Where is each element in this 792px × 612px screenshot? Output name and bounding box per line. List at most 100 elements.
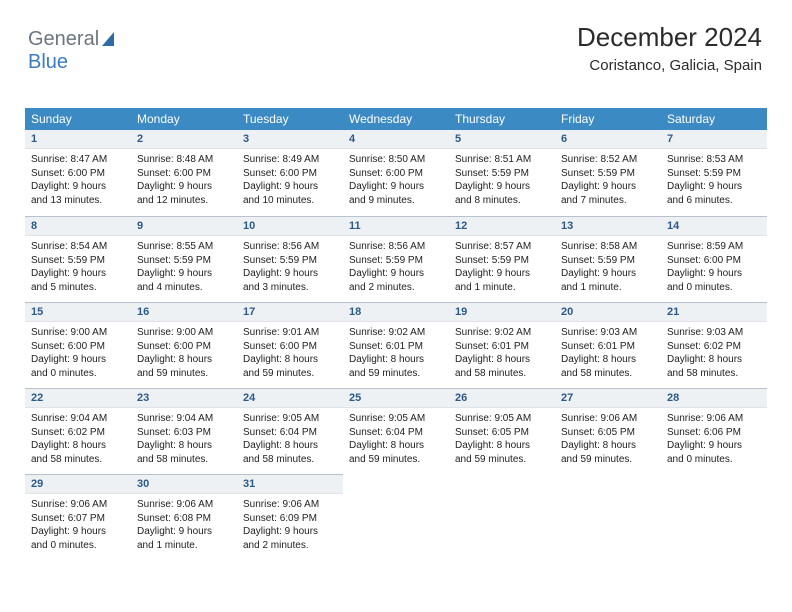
calendar-cell: 5Sunrise: 8:51 AM Sunset: 5:59 PM Daylig… bbox=[449, 130, 555, 216]
calendar-cell: 1Sunrise: 8:47 AM Sunset: 6:00 PM Daylig… bbox=[25, 130, 131, 216]
calendar-cell: 20Sunrise: 9:03 AM Sunset: 6:01 PM Dayli… bbox=[555, 302, 661, 388]
day-number: 27 bbox=[555, 388, 661, 408]
day-number: 21 bbox=[661, 302, 767, 322]
day-number: 6 bbox=[555, 130, 661, 149]
calendar-cell: 30Sunrise: 9:06 AM Sunset: 6:08 PM Dayli… bbox=[131, 474, 237, 560]
day-header-row: SundayMondayTuesdayWednesdayThursdayFrid… bbox=[25, 108, 767, 130]
day-number: 14 bbox=[661, 216, 767, 236]
logo: General Blue bbox=[28, 28, 119, 74]
day-number: 18 bbox=[343, 302, 449, 322]
calendar-week-row: 29Sunrise: 9:06 AM Sunset: 6:07 PM Dayli… bbox=[25, 474, 767, 560]
day-number: 20 bbox=[555, 302, 661, 322]
day-details: Sunrise: 9:05 AM Sunset: 6:04 PM Dayligh… bbox=[343, 408, 449, 470]
calendar-cell: 9Sunrise: 8:55 AM Sunset: 5:59 PM Daylig… bbox=[131, 216, 237, 302]
day-details: Sunrise: 8:52 AM Sunset: 5:59 PM Dayligh… bbox=[555, 149, 661, 211]
calendar-cell: 26Sunrise: 9:05 AM Sunset: 6:05 PM Dayli… bbox=[449, 388, 555, 474]
calendar-week-row: 1Sunrise: 8:47 AM Sunset: 6:00 PM Daylig… bbox=[25, 130, 767, 216]
calendar-cell: 22Sunrise: 9:04 AM Sunset: 6:02 PM Dayli… bbox=[25, 388, 131, 474]
day-number: 15 bbox=[25, 302, 131, 322]
page-header: December 2024 Coristanco, Galicia, Spain bbox=[577, 22, 762, 74]
calendar-cell: 24Sunrise: 9:05 AM Sunset: 6:04 PM Dayli… bbox=[237, 388, 343, 474]
day-number: 25 bbox=[343, 388, 449, 408]
calendar-cell: 2Sunrise: 8:48 AM Sunset: 6:00 PM Daylig… bbox=[131, 130, 237, 216]
day-number: 19 bbox=[449, 302, 555, 322]
day-details: Sunrise: 9:00 AM Sunset: 6:00 PM Dayligh… bbox=[25, 322, 131, 384]
day-details: Sunrise: 9:01 AM Sunset: 6:00 PM Dayligh… bbox=[237, 322, 343, 384]
calendar-cell bbox=[449, 474, 555, 560]
day-details: Sunrise: 8:51 AM Sunset: 5:59 PM Dayligh… bbox=[449, 149, 555, 211]
calendar-cell: 18Sunrise: 9:02 AM Sunset: 6:01 PM Dayli… bbox=[343, 302, 449, 388]
day-number: 7 bbox=[661, 130, 767, 149]
day-number: 31 bbox=[237, 474, 343, 494]
day-header: Monday bbox=[131, 108, 237, 130]
day-details: Sunrise: 8:50 AM Sunset: 6:00 PM Dayligh… bbox=[343, 149, 449, 211]
calendar-cell: 11Sunrise: 8:56 AM Sunset: 5:59 PM Dayli… bbox=[343, 216, 449, 302]
calendar-cell: 13Sunrise: 8:58 AM Sunset: 5:59 PM Dayli… bbox=[555, 216, 661, 302]
calendar-week-row: 15Sunrise: 9:00 AM Sunset: 6:00 PM Dayli… bbox=[25, 302, 767, 388]
calendar-cell: 28Sunrise: 9:06 AM Sunset: 6:06 PM Dayli… bbox=[661, 388, 767, 474]
day-details: Sunrise: 8:48 AM Sunset: 6:00 PM Dayligh… bbox=[131, 149, 237, 211]
day-number: 12 bbox=[449, 216, 555, 236]
day-details: Sunrise: 9:02 AM Sunset: 6:01 PM Dayligh… bbox=[449, 322, 555, 384]
calendar-table: SundayMondayTuesdayWednesdayThursdayFrid… bbox=[25, 108, 767, 560]
day-details: Sunrise: 9:04 AM Sunset: 6:02 PM Dayligh… bbox=[25, 408, 131, 470]
calendar-cell: 14Sunrise: 8:59 AM Sunset: 6:00 PM Dayli… bbox=[661, 216, 767, 302]
day-details: Sunrise: 9:00 AM Sunset: 6:00 PM Dayligh… bbox=[131, 322, 237, 384]
day-details: Sunrise: 8:57 AM Sunset: 5:59 PM Dayligh… bbox=[449, 236, 555, 298]
day-details: Sunrise: 9:06 AM Sunset: 6:05 PM Dayligh… bbox=[555, 408, 661, 470]
day-number: 13 bbox=[555, 216, 661, 236]
day-details: Sunrise: 9:03 AM Sunset: 6:02 PM Dayligh… bbox=[661, 322, 767, 384]
calendar-week-row: 8Sunrise: 8:54 AM Sunset: 5:59 PM Daylig… bbox=[25, 216, 767, 302]
calendar-cell: 16Sunrise: 9:00 AM Sunset: 6:00 PM Dayli… bbox=[131, 302, 237, 388]
day-number: 4 bbox=[343, 130, 449, 149]
day-number: 5 bbox=[449, 130, 555, 149]
calendar-cell bbox=[343, 474, 449, 560]
day-number: 16 bbox=[131, 302, 237, 322]
day-header: Friday bbox=[555, 108, 661, 130]
day-number: 22 bbox=[25, 388, 131, 408]
calendar-cell: 15Sunrise: 9:00 AM Sunset: 6:00 PM Dayli… bbox=[25, 302, 131, 388]
calendar-cell: 4Sunrise: 8:50 AM Sunset: 6:00 PM Daylig… bbox=[343, 130, 449, 216]
day-details: Sunrise: 8:47 AM Sunset: 6:00 PM Dayligh… bbox=[25, 149, 131, 211]
calendar-cell: 6Sunrise: 8:52 AM Sunset: 5:59 PM Daylig… bbox=[555, 130, 661, 216]
day-number: 1 bbox=[25, 130, 131, 149]
logo-word-general: General bbox=[28, 28, 99, 50]
day-details: Sunrise: 8:54 AM Sunset: 5:59 PM Dayligh… bbox=[25, 236, 131, 298]
day-details: Sunrise: 9:04 AM Sunset: 6:03 PM Dayligh… bbox=[131, 408, 237, 470]
calendar-cell: 23Sunrise: 9:04 AM Sunset: 6:03 PM Dayli… bbox=[131, 388, 237, 474]
day-details: Sunrise: 9:02 AM Sunset: 6:01 PM Dayligh… bbox=[343, 322, 449, 384]
day-details: Sunrise: 8:56 AM Sunset: 5:59 PM Dayligh… bbox=[343, 236, 449, 298]
day-details: Sunrise: 9:06 AM Sunset: 6:07 PM Dayligh… bbox=[25, 494, 131, 556]
day-details: Sunrise: 9:05 AM Sunset: 6:05 PM Dayligh… bbox=[449, 408, 555, 470]
day-number: 8 bbox=[25, 216, 131, 236]
page-subtitle: Coristanco, Galicia, Spain bbox=[577, 57, 762, 74]
day-number: 9 bbox=[131, 216, 237, 236]
day-number: 17 bbox=[237, 302, 343, 322]
calendar-cell: 25Sunrise: 9:05 AM Sunset: 6:04 PM Dayli… bbox=[343, 388, 449, 474]
day-details: Sunrise: 9:05 AM Sunset: 6:04 PM Dayligh… bbox=[237, 408, 343, 470]
day-details: Sunrise: 8:58 AM Sunset: 5:59 PM Dayligh… bbox=[555, 236, 661, 298]
day-details: Sunrise: 8:59 AM Sunset: 6:00 PM Dayligh… bbox=[661, 236, 767, 298]
calendar-cell: 7Sunrise: 8:53 AM Sunset: 5:59 PM Daylig… bbox=[661, 130, 767, 216]
day-header: Thursday bbox=[449, 108, 555, 130]
calendar-cell: 31Sunrise: 9:06 AM Sunset: 6:09 PM Dayli… bbox=[237, 474, 343, 560]
day-number: 11 bbox=[343, 216, 449, 236]
page-title: December 2024 bbox=[577, 22, 762, 53]
calendar-cell bbox=[555, 474, 661, 560]
day-number: 30 bbox=[131, 474, 237, 494]
day-number: 10 bbox=[237, 216, 343, 236]
day-details: Sunrise: 8:55 AM Sunset: 5:59 PM Dayligh… bbox=[131, 236, 237, 298]
day-number: 29 bbox=[25, 474, 131, 494]
day-header: Wednesday bbox=[343, 108, 449, 130]
day-number: 28 bbox=[661, 388, 767, 408]
calendar-cell: 29Sunrise: 9:06 AM Sunset: 6:07 PM Dayli… bbox=[25, 474, 131, 560]
calendar-cell: 3Sunrise: 8:49 AM Sunset: 6:00 PM Daylig… bbox=[237, 130, 343, 216]
calendar-week-row: 22Sunrise: 9:04 AM Sunset: 6:02 PM Dayli… bbox=[25, 388, 767, 474]
logo-word-blue: Blue bbox=[28, 51, 68, 73]
day-header: Saturday bbox=[661, 108, 767, 130]
logo-sail-icon bbox=[101, 31, 119, 47]
day-header: Sunday bbox=[25, 108, 131, 130]
day-details: Sunrise: 8:49 AM Sunset: 6:00 PM Dayligh… bbox=[237, 149, 343, 211]
day-details: Sunrise: 9:03 AM Sunset: 6:01 PM Dayligh… bbox=[555, 322, 661, 384]
calendar-cell: 8Sunrise: 8:54 AM Sunset: 5:59 PM Daylig… bbox=[25, 216, 131, 302]
